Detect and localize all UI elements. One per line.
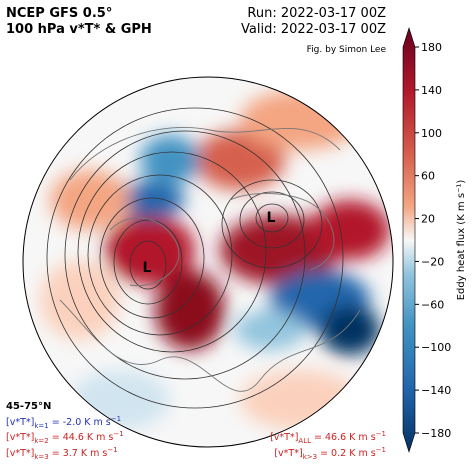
- stat-prefix: [v*T*]: [270, 432, 298, 443]
- colorbar-label: Eddy heat flux (K m s⁻¹): [456, 180, 467, 301]
- run-time: Run: 2022-03-17 00Z: [247, 6, 386, 21]
- colorbar-tick-label: −60: [421, 298, 444, 311]
- low-label: L: [143, 260, 152, 276]
- stat-value: = 46.6 K m s: [311, 432, 376, 443]
- map-border: [22, 76, 394, 448]
- colorbar-tick-label: 20: [421, 213, 435, 226]
- stat-prefix: [v*T*]: [274, 448, 302, 459]
- colorbar-tick-label: −100: [421, 341, 451, 354]
- low-label: L: [267, 210, 276, 226]
- stat-line: [v*T*]k>3 = 0.2 K m s−1: [274, 446, 386, 461]
- colorbar-tick-label: 100: [421, 127, 442, 140]
- stat-superscript: −1: [113, 430, 123, 438]
- stat-line: [v*T*]k=3 = 3.7 K m s−1: [6, 446, 118, 461]
- title: NCEP GFS 0.5°: [6, 6, 112, 21]
- stat-superscript: −1: [376, 446, 386, 454]
- stat-value: = 44.6 K m s: [49, 432, 114, 443]
- map: [23, 77, 393, 447]
- subtitle: 100 hPa v*T* & GPH: [6, 22, 152, 37]
- colorbar-tick-label: −180: [421, 427, 451, 440]
- stat-subscript: k>3: [303, 453, 317, 461]
- stat-line: [v*T*]k=1 = -2.0 K m s−1: [6, 415, 121, 430]
- stat-value: = 0.2 K m s: [317, 448, 376, 459]
- colorbar-tick-label: 60: [421, 170, 435, 183]
- stat-prefix: [v*T*]: [6, 448, 34, 459]
- stat-prefix: [v*T*]: [6, 432, 34, 443]
- colorbar-tick-label: −140: [421, 384, 451, 397]
- credit: Fig. by Simon Lee: [307, 45, 387, 55]
- stat-prefix: [v*T*]: [6, 417, 34, 428]
- valid-time: Valid: 2022-03-17 00Z: [241, 22, 386, 37]
- stat-superscript: −1: [376, 430, 386, 438]
- stat-subscript: k=1: [34, 422, 48, 430]
- stat-line: [v*T*]k=2 = 44.6 K m s−1: [6, 430, 124, 445]
- latitude-band: 45-75°N: [6, 401, 51, 412]
- colorbar: [402, 27, 416, 453]
- colorbar-tick-label: 140: [421, 84, 442, 97]
- stat-line: [v*T*]ALL = 46.6 K m s−1: [270, 430, 386, 445]
- stat-value: = 3.7 K m s: [49, 448, 108, 459]
- colorbar-tick-label: −20: [421, 255, 444, 268]
- stat-subscript: ALL: [298, 437, 311, 445]
- stat-superscript: −1: [111, 415, 121, 423]
- colorbar-tick-label: 180: [421, 41, 442, 54]
- stat-value: = -2.0 K m s: [49, 417, 111, 428]
- stat-subscript: k=3: [34, 453, 48, 461]
- stat-superscript: −1: [107, 446, 117, 454]
- stat-subscript: k=2: [34, 437, 48, 445]
